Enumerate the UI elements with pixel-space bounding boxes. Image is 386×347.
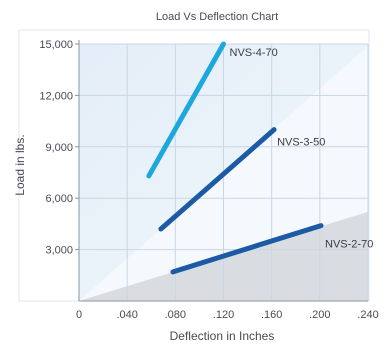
x-tick-label: .040 [116, 309, 137, 321]
series-label: NVS-3-50 [277, 137, 325, 149]
y-tick-label: 6,000 [45, 193, 73, 205]
series-line [158, 127, 277, 232]
series-label: NVS-2-70 [325, 239, 373, 251]
y-tick-label: 3,000 [45, 245, 73, 257]
x-tick-label: .080 [165, 309, 186, 321]
x-tick-label: .160 [261, 309, 282, 321]
x-tick-label: .120 [213, 309, 234, 321]
y-axis-label: Load in lbs. [13, 134, 27, 195]
series-labels: NVS-4-70 NVS-3-50 NVS-2-70 [230, 47, 374, 251]
chart-title: Load Vs Deflection Chart [156, 11, 278, 23]
axes [75, 40, 368, 302]
y-tick-label: 12,000 [39, 90, 73, 102]
series-line [170, 223, 324, 275]
y-tick-label: 15,000 [39, 39, 73, 51]
x-tick-label: .200 [309, 309, 330, 321]
tick-labels: 0 .040 .080 .120 .160 .200 .240 3,000 6,000 9,000… [39, 39, 378, 321]
series-lines [146, 41, 324, 275]
y-tick-label: 9,000 [45, 142, 73, 154]
gridlines [79, 43, 369, 301]
x-tick-label: .240 [357, 309, 378, 321]
series-label: NVS-4-70 [230, 47, 278, 59]
x-axis-label: Deflection in Inches [170, 329, 275, 343]
series-line [146, 41, 226, 179]
x-tick-label: 0 [76, 309, 82, 321]
